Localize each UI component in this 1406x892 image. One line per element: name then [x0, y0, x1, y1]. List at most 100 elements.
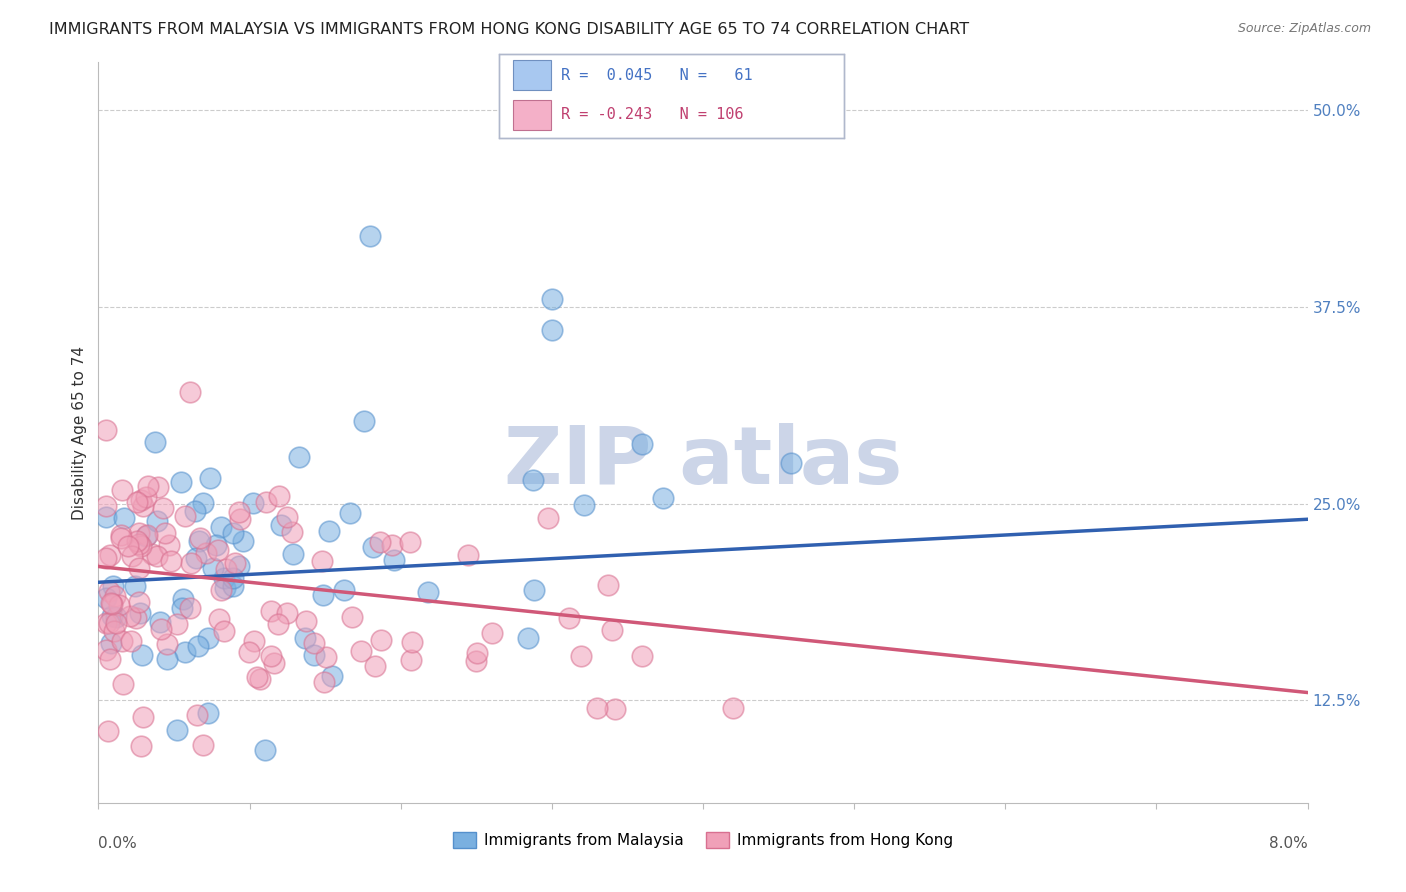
- Point: [111, 483, 134, 498]
- Point: [382, 553, 405, 567]
- Text: ZIP atlas: ZIP atlas: [503, 423, 903, 501]
- Point: [598, 578, 620, 592]
- Point: [135, 491, 157, 505]
- Point: [129, 539, 152, 553]
- Point: [314, 675, 336, 690]
- Point: [145, 549, 167, 564]
- Point: [112, 677, 135, 691]
- Point: [259, 604, 281, 618]
- Point: [457, 549, 479, 563]
- Point: [253, 742, 276, 756]
- Point: [418, 585, 440, 599]
- Point: [110, 532, 132, 546]
- Point: [263, 656, 285, 670]
- Point: [184, 504, 207, 518]
- Point: [276, 509, 298, 524]
- Point: [155, 526, 177, 541]
- Point: [558, 611, 581, 625]
- Point: [124, 611, 146, 625]
- Point: [190, 531, 212, 545]
- Point: [224, 556, 246, 570]
- Point: [129, 607, 152, 621]
- Bar: [513, 61, 551, 90]
- Point: [465, 654, 488, 668]
- Point: [94, 499, 117, 513]
- Point: [260, 649, 283, 664]
- Text: R =  0.045   N =   61: R = 0.045 N = 61: [561, 68, 752, 83]
- Point: [304, 648, 326, 662]
- Point: [294, 631, 316, 645]
- Point: [191, 738, 214, 752]
- Point: [214, 562, 236, 576]
- Point: [321, 668, 343, 682]
- Point: [131, 648, 153, 662]
- Point: [110, 527, 132, 541]
- Point: [467, 646, 489, 660]
- Point: [540, 292, 562, 306]
- Point: [207, 611, 229, 625]
- Point: [401, 653, 423, 667]
- Point: [311, 589, 333, 603]
- Y-axis label: Disability Age 65 to 74: Disability Age 65 to 74: [72, 345, 87, 520]
- Point: [276, 606, 298, 620]
- Point: [120, 609, 142, 624]
- Point: [104, 589, 127, 603]
- Point: [179, 600, 201, 615]
- Point: [332, 583, 354, 598]
- Point: [281, 524, 304, 539]
- Point: [522, 474, 544, 488]
- Point: [721, 701, 744, 715]
- Point: [361, 540, 384, 554]
- Point: [214, 581, 236, 595]
- Point: [209, 520, 232, 534]
- Point: [98, 615, 121, 630]
- Point: [232, 534, 254, 549]
- Point: [254, 495, 277, 509]
- Point: [125, 494, 148, 508]
- Point: [364, 658, 387, 673]
- Point: [481, 626, 503, 640]
- Point: [228, 559, 250, 574]
- Point: [132, 710, 155, 724]
- Point: [586, 701, 609, 715]
- Point: [157, 538, 180, 552]
- Point: [94, 510, 117, 524]
- Point: [129, 493, 152, 508]
- Point: [779, 456, 801, 470]
- Point: [651, 491, 673, 506]
- Point: [101, 608, 124, 623]
- Point: [249, 672, 271, 686]
- Point: [631, 648, 654, 663]
- Point: [340, 610, 363, 624]
- Point: [149, 615, 172, 629]
- Point: [281, 547, 304, 561]
- Point: [242, 634, 264, 648]
- Point: [136, 528, 159, 542]
- Point: [103, 624, 125, 639]
- Point: [131, 500, 153, 514]
- Point: [141, 547, 163, 561]
- Point: [117, 539, 139, 553]
- Point: [128, 537, 150, 551]
- Point: [304, 636, 326, 650]
- Point: [156, 637, 179, 651]
- Point: [212, 571, 235, 585]
- Point: [135, 529, 157, 543]
- Point: [381, 538, 404, 552]
- Point: [631, 436, 654, 450]
- Point: [129, 739, 152, 753]
- Point: [197, 706, 219, 721]
- Point: [94, 550, 117, 565]
- Point: [315, 650, 337, 665]
- Point: [401, 635, 423, 649]
- Point: [166, 616, 188, 631]
- Point: [288, 450, 311, 464]
- Legend: Immigrants from Malaysia, Immigrants from Hong Kong: Immigrants from Malaysia, Immigrants fro…: [447, 826, 959, 855]
- Point: [209, 583, 232, 598]
- Point: [111, 633, 134, 648]
- Point: [311, 554, 333, 568]
- Point: [198, 471, 221, 485]
- Point: [339, 506, 361, 520]
- Point: [101, 597, 124, 611]
- Point: [156, 652, 179, 666]
